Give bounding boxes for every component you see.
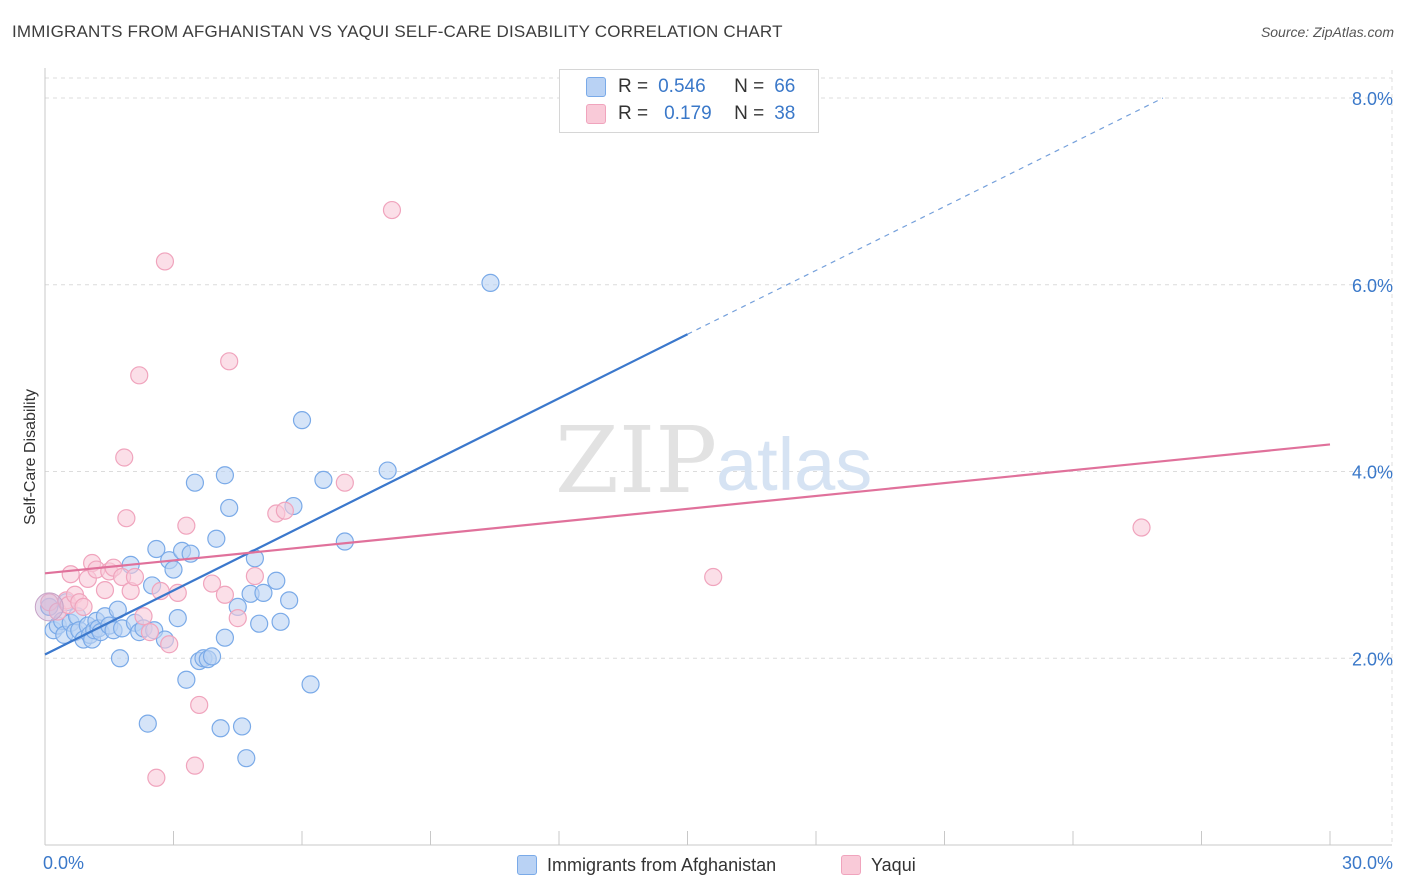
y-tick-labels: 2.0% 4.0% 6.0% 8.0% [1352,89,1393,669]
point-afghanistan [177,670,196,689]
point-yaqui [245,566,264,586]
point-afghanistan [232,717,252,736]
point-afghanistan [215,628,234,647]
x-tick-label: 0.0% [43,853,84,873]
regression-extension-afghanistan [687,97,1164,335]
point-afghanistan [202,647,222,666]
regression-lines [44,97,1331,656]
legend-r-value: 0.179 [664,103,712,124]
legend-swatch-afghanistan [586,77,606,97]
point-afghanistan [301,675,320,694]
y-tick-label: 2.0% [1352,649,1393,669]
y-tick-label: 6.0% [1352,276,1393,296]
legend-n-label: N = [734,76,765,97]
point-yaqui [335,473,354,492]
legend-r-label: R = [618,76,649,97]
point-afghanistan [185,473,205,492]
point-yaqui [130,366,149,385]
legend-row-yaqui: R = 0.179 N = 38 [586,102,795,126]
source-label: Source: ZipAtlas.com [1260,24,1394,40]
legend-n-label: N = [734,103,765,124]
point-yaqui [177,516,196,535]
x-tick-labels: 0.0% 30.0% [43,853,1393,873]
point-yaqui [134,607,153,626]
point-yaqui [185,756,205,775]
point-afghanistan [280,591,299,610]
point-yaqui [1132,518,1151,537]
point-yaqui [275,501,294,520]
watermark: ZIP atlas [555,407,872,514]
point-yaqui [190,695,209,715]
point-afghanistan [254,583,273,602]
point-yaqui [228,609,247,628]
legend-r-label: R = [618,103,649,124]
point-yaqui [117,509,136,528]
point-afghanistan [267,571,286,590]
grid-lines [45,70,1393,845]
stats-legend: R = 0.546 N = 66 R = 0.179 N = 38 [559,69,819,133]
point-yaqui [147,768,166,787]
y-tick-label: 4.0% [1352,463,1393,483]
legend-n-value: 38 [774,103,796,124]
legend-n-value: 66 [774,76,796,97]
y-tick-label: 8.0% [1352,89,1393,109]
bottom-legend-afghanistan: Immigrants from Afghanistan [517,852,776,878]
chart-title: IMMIGRANTS FROM AFGHANISTAN VS YAQUI SEL… [12,22,783,41]
point-yaqui [704,567,723,587]
point-yaqui [215,585,234,604]
point-afghanistan [481,273,500,292]
bottom-legend-yaqui: Yaqui [841,852,916,878]
bottom-legend-label-afghanistan: Immigrants from Afghanistan [547,854,777,875]
legend-r-value: 0.546 [658,76,706,97]
point-afghanistan [250,614,269,633]
watermark-zip: ZIP [555,407,717,514]
point-yaqui [202,574,222,593]
point-afghanistan [138,714,157,733]
point-yaqui [125,567,145,587]
point-yaqui [160,635,179,654]
regression-line-afghanistan [44,333,688,656]
point-afghanistan [292,411,312,430]
axes [44,68,1392,846]
point-afghanistan [211,719,230,738]
bottom-legend-swatch-afghanistan [517,855,537,875]
y-axis-label: Self-Care Disability [22,389,39,525]
point-yaqui [168,583,187,602]
point-yaqui [61,565,80,584]
point-yaqui [155,252,175,271]
legend-swatch-yaqui [586,104,606,124]
point-yaqui [74,597,93,616]
point-afghanistan [110,649,130,668]
point-yaqui [382,200,402,220]
bottom-legend-swatch-yaqui [841,855,861,875]
point-afghanistan [147,539,166,559]
legend-row-afghanistan: R = 0.546 N = 66 [586,75,795,99]
point-afghanistan [314,470,333,490]
point-overlap-cluster [34,592,64,622]
point-afghanistan [271,612,290,631]
point-yaqui [220,352,239,371]
point-yaqui [95,580,115,600]
point-yaqui [115,448,134,467]
regression-line-yaqui [44,443,1331,575]
point-afghanistan [207,529,226,548]
point-afghanistan [215,466,234,485]
data-points [34,200,1151,787]
bottom-legend-label-yaqui: Yaqui [871,854,916,875]
x-tick-label: 30.0% [1342,853,1393,873]
point-afghanistan [168,609,187,628]
point-afghanistan [378,461,397,480]
point-afghanistan [164,560,183,579]
point-afghanistan [237,749,256,768]
point-afghanistan [220,498,239,518]
point-yaqui [140,623,160,642]
